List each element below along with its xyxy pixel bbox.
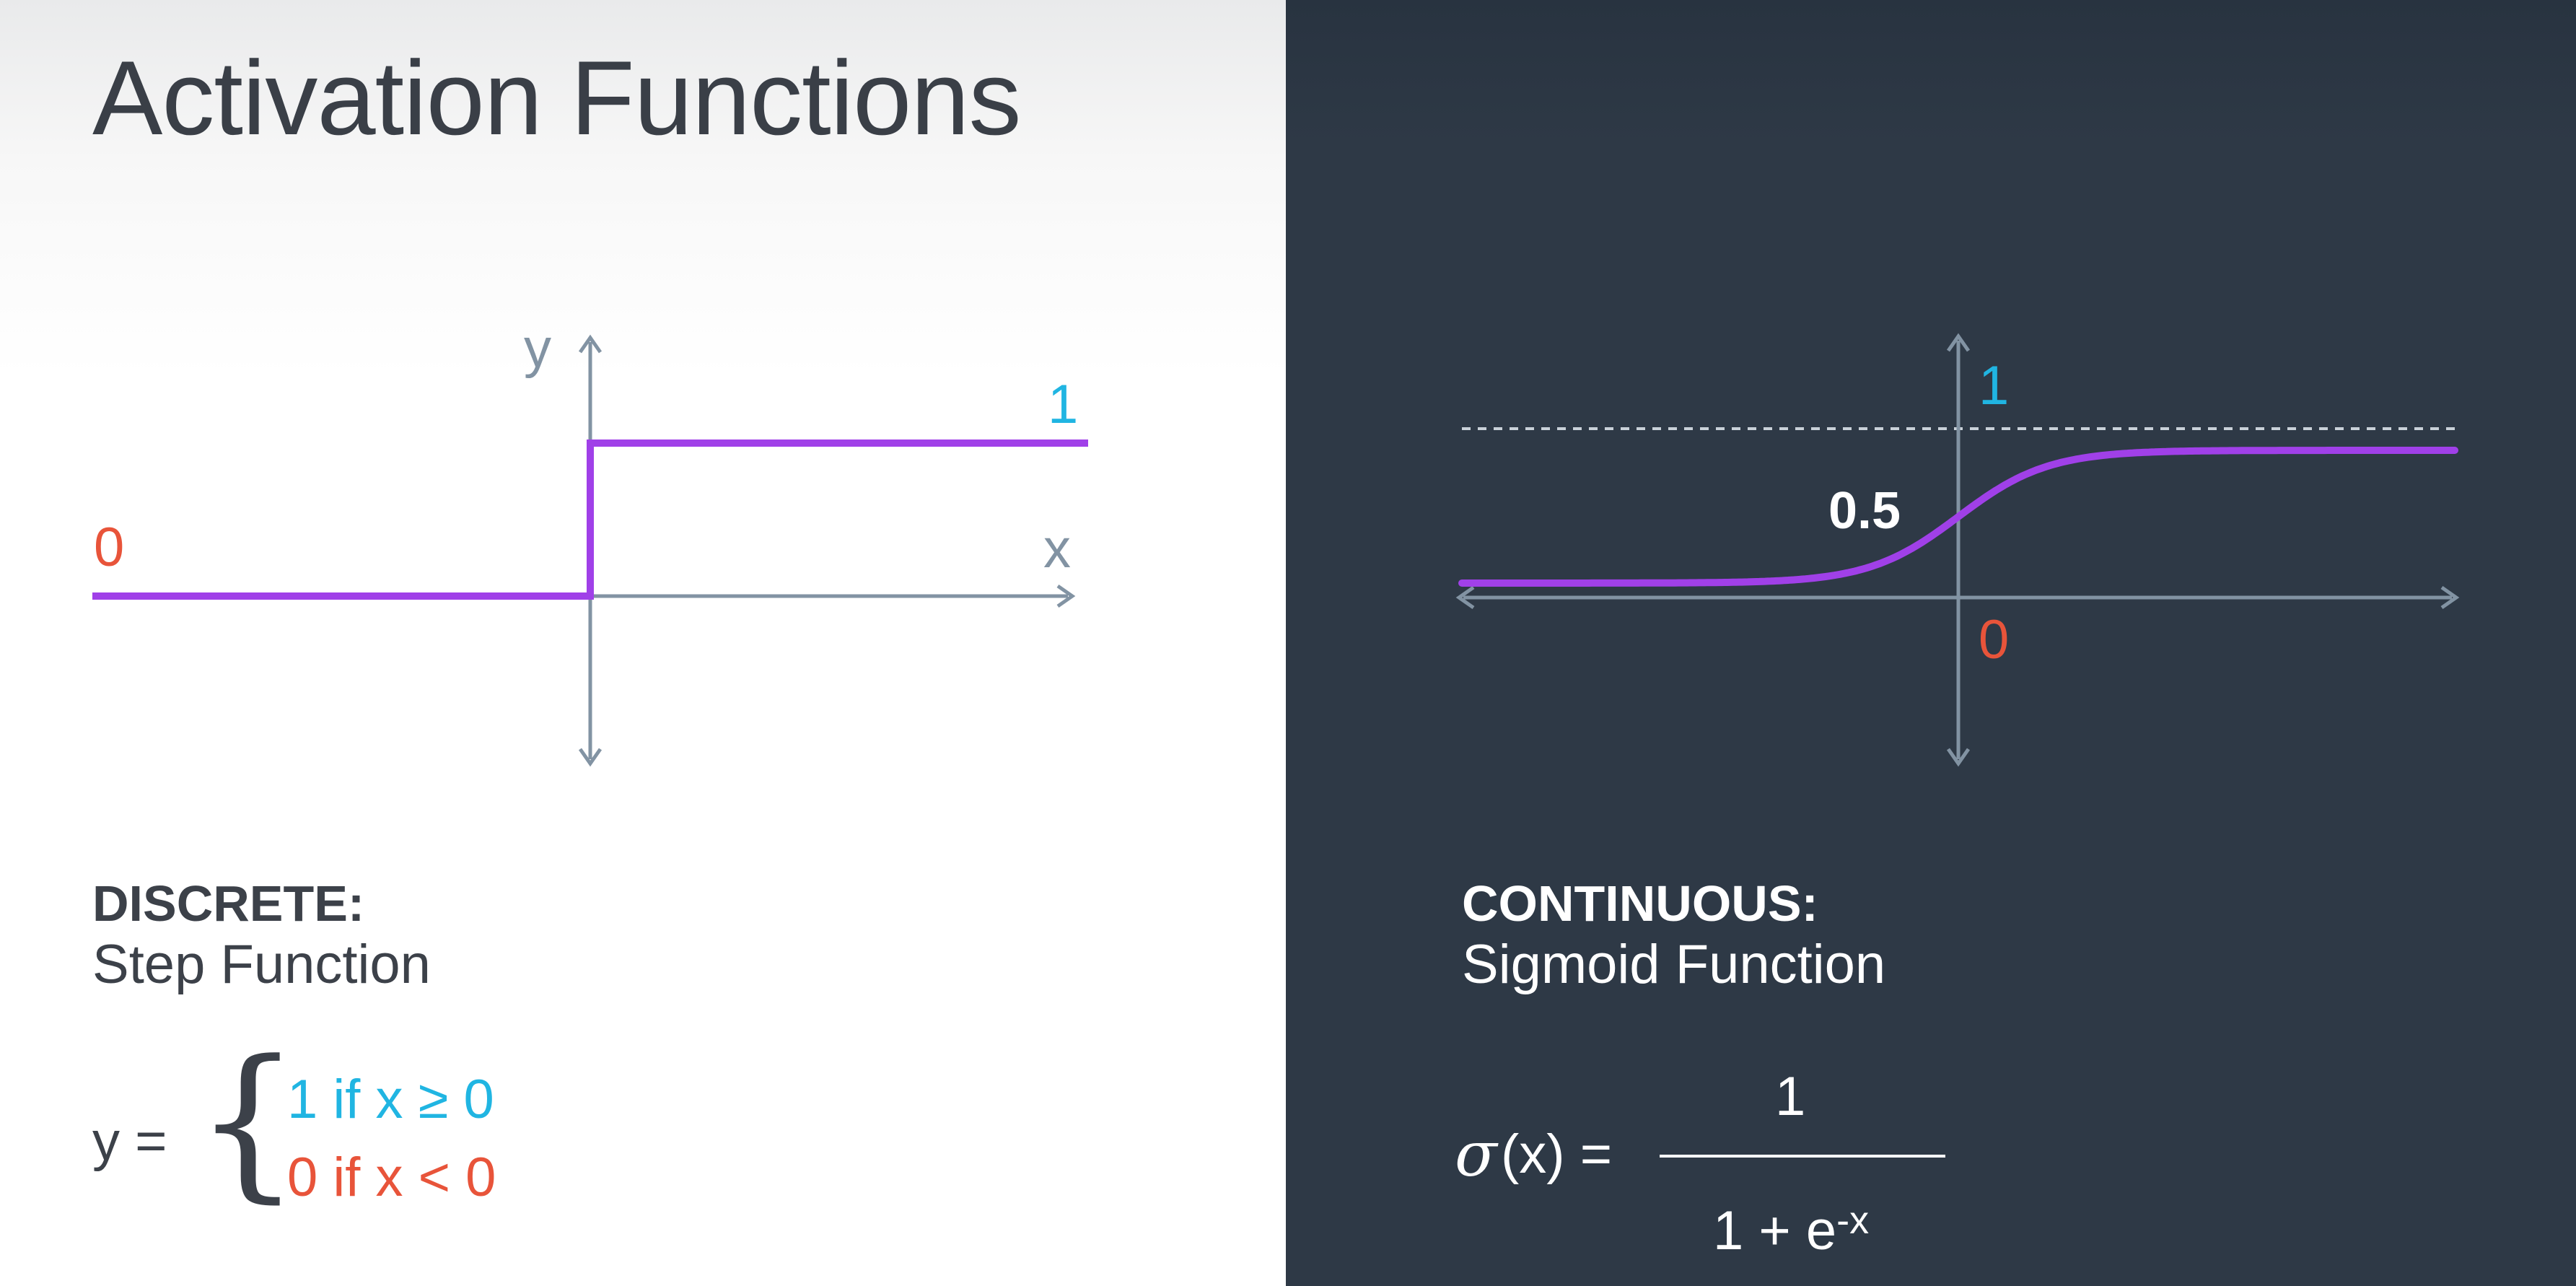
- step-panel: Activation Functions y x 1 0 DISCRETE: S…: [0, 0, 1286, 1286]
- sigmoid-formula-fraction-bar: [1660, 1155, 1945, 1158]
- sigmoid-function-graph: 1 0.5 0: [1455, 333, 2460, 767]
- step-formula-brace: {: [195, 1025, 301, 1218]
- step-caption-subtitle: Step Function: [92, 933, 431, 995]
- sigmoid-caption-subtitle: Sigmoid Function: [1462, 933, 1886, 995]
- sigmoid-curve: [1458, 447, 2458, 587]
- page-title: Activation Functions: [92, 39, 1022, 157]
- step-x-axis-label: x: [1043, 518, 1071, 579]
- step-function-graph: y x 1 0: [92, 318, 1088, 767]
- sigmoid-x-axis-arrow-left: [1455, 585, 1475, 610]
- sigmoid-formula-numerator: 1: [1775, 1066, 1806, 1127]
- sigmoid-caption-heading: CONTINUOUS:: [1462, 875, 1818, 932]
- sigmoid-top-label: 1: [1979, 355, 2009, 416]
- step-x-axis-arrow: [1056, 584, 1076, 608]
- sigmoid-formula-lhs: (x) =: [1501, 1124, 1613, 1185]
- sigmoid-y-axis-arrow-down: [1946, 748, 1971, 767]
- step-curve: [92, 439, 1088, 600]
- sigmoid-formula: σ (x) = 1 1 + e-x: [1455, 1066, 1960, 1285]
- sigmoid-caption: CONTINUOUS: Sigmoid Function: [1462, 875, 1885, 996]
- sigmoid-formula-denominator-exponent: -x: [1836, 1199, 1870, 1242]
- sigmoid-formula-sigma: σ: [1455, 1119, 1497, 1191]
- sigmoid-mid-label: 0.5: [1828, 482, 1901, 540]
- sigmoid-zero-label: 0: [1979, 609, 2009, 670]
- step-y-axis-arrow-down: [578, 748, 603, 767]
- sigmoid-y-axis-arrow-up: [1946, 333, 1971, 352]
- step-formula: y = { 1 if x ≥ 0 0 if x < 0: [92, 1039, 597, 1256]
- step-caption: DISCRETE: Step Function: [92, 875, 431, 996]
- step-formula-lhs: y =: [92, 1111, 167, 1172]
- sigmoid-panel: 1 0.5 0 CONTINUOUS: Sigmoid Function σ (…: [1286, 0, 2576, 1286]
- step-formula-case-low: 0 if x < 0: [287, 1147, 496, 1208]
- sigmoid-formula-denominator-base: 1 + e: [1713, 1200, 1837, 1261]
- step-caption-heading: DISCRETE:: [92, 875, 365, 932]
- sigmoid-formula-denominator: 1 + e-x: [1713, 1199, 1869, 1262]
- step-formula-case-high: 1 if x ≥ 0: [287, 1069, 494, 1130]
- sigmoid-x-axis-arrow-right: [2440, 585, 2460, 610]
- step-y-axis-arrow-up: [578, 334, 603, 354]
- step-y-axis-label: y: [524, 318, 551, 379]
- step-low-label: 0: [94, 517, 124, 578]
- step-high-label: 1: [1048, 374, 1078, 435]
